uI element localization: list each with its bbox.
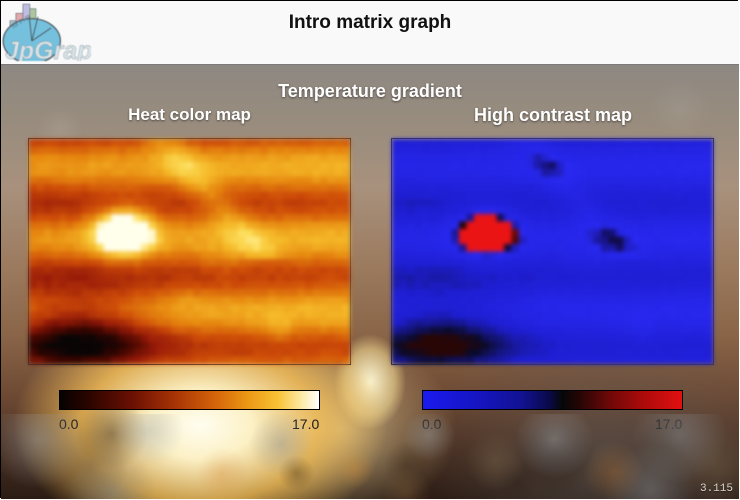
svg-text:JpGraph: JpGraph xyxy=(5,37,91,61)
